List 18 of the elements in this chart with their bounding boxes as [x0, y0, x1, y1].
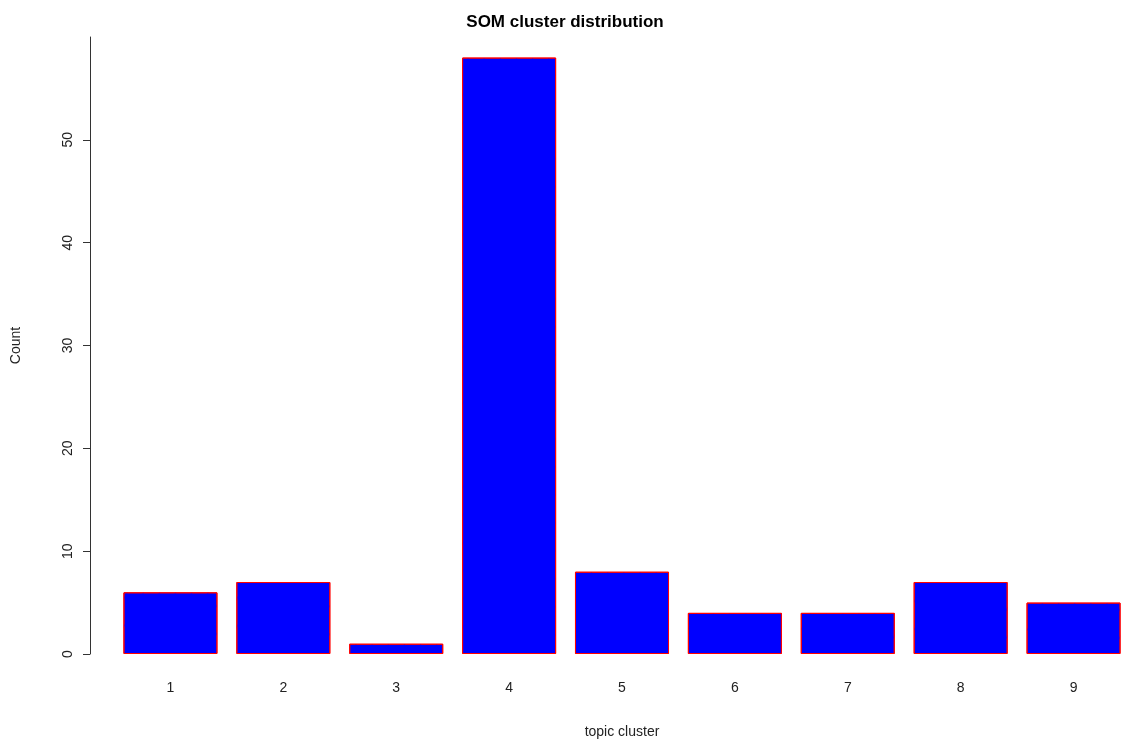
- x-tick-label: 6: [730, 679, 739, 695]
- x-tick-label: 2: [279, 679, 288, 695]
- x-tick-label: 9: [1069, 679, 1078, 695]
- x-tick-label: 8: [956, 679, 965, 695]
- y-tick-label: 20: [59, 440, 75, 457]
- x-tick-label: 4: [505, 679, 514, 695]
- y-tick-label: 40: [59, 234, 75, 251]
- x-tick-label: 7: [843, 679, 852, 695]
- chart-title: SOM cluster distribution: [466, 12, 664, 31]
- x-tick-label: 3: [392, 679, 401, 695]
- x-tick-label: 5: [618, 679, 627, 695]
- y-tick-label: 50: [59, 131, 75, 148]
- y-tick-label: 30: [59, 337, 75, 354]
- y-axis-title: Count: [7, 326, 23, 365]
- x-axis-title: topic cluster: [584, 723, 660, 739]
- y-tick-label: 0: [59, 649, 75, 658]
- x-tick-label: 1: [166, 679, 175, 695]
- y-tick-label: 10: [59, 543, 75, 559]
